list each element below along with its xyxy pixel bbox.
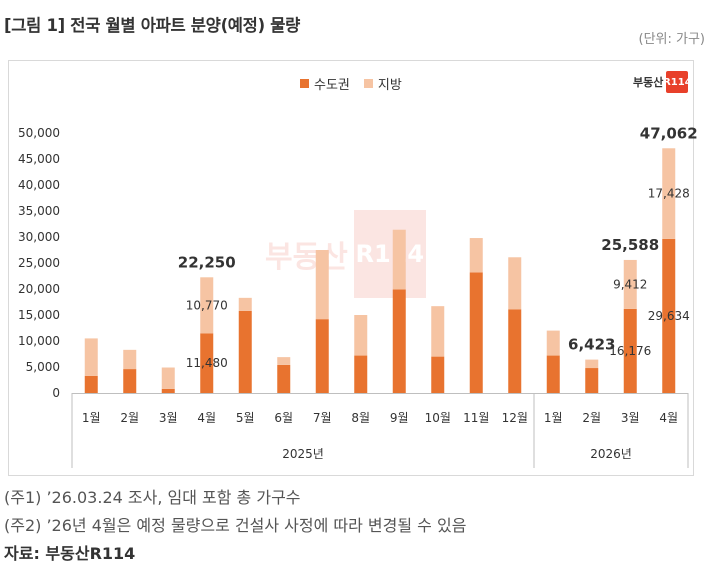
- y-tick-label: 30,000: [18, 230, 60, 244]
- x-tick-label: 6월: [274, 411, 293, 425]
- logo-text: 부동산: [633, 76, 664, 89]
- x-tick-label: 9월: [390, 411, 409, 425]
- bar-metro: [585, 368, 599, 393]
- x-tick-label: 4월: [197, 411, 216, 425]
- chart-frame: [8, 60, 694, 476]
- source-label: 자료: 부동산R114: [4, 544, 136, 563]
- year-group-label: 2026년: [590, 447, 632, 461]
- segment-value-label: 17,428: [648, 187, 690, 201]
- legend-label-regional: 지방: [377, 78, 402, 93]
- bar-regional: [392, 229, 406, 290]
- bar-regional: [508, 257, 522, 310]
- bar-metro: [469, 272, 483, 393]
- bar-metro: [546, 355, 560, 393]
- y-tick-label: 40,000: [18, 178, 60, 192]
- bar-regional: [315, 250, 329, 320]
- logo-badge: R114: [663, 71, 692, 93]
- watermark-badge: R114: [353, 210, 426, 298]
- legend-swatch-metro: [300, 79, 309, 88]
- bar-regional: [354, 315, 368, 356]
- y-tick-label: 10,000: [18, 334, 60, 348]
- note-1: (주1) ’26.03.24 조사, 임대 포함 총 가구수: [4, 488, 301, 507]
- x-tick-label: 4월: [659, 411, 678, 425]
- x-tick-label: 11월: [463, 411, 489, 425]
- bar-metro: [200, 333, 214, 393]
- x-tick-label: 3월: [159, 411, 178, 425]
- bar-regional: [469, 238, 483, 273]
- unit-label: (단위: 가구): [638, 32, 706, 47]
- total-value-label: 22,250: [178, 253, 236, 271]
- legend-swatch-regional: [363, 79, 373, 88]
- y-tick-label: 20,000: [18, 282, 60, 296]
- watermark: 부동산 R114: [265, 210, 426, 298]
- bar-metro: [508, 309, 522, 393]
- bar-regional: [662, 148, 676, 239]
- legend: 수도권 지방: [300, 74, 402, 93]
- notes: (주1) ’26.03.24 조사, 임대 포함 총 가구수 (주2) ’26년…: [4, 484, 466, 568]
- x-tick-label: 1월: [82, 411, 101, 425]
- bar-metro: [662, 238, 676, 393]
- segment-value-label: 9,412: [613, 277, 647, 291]
- bar-regional: [546, 330, 560, 356]
- watermark-text: 부동산: [265, 240, 348, 275]
- legend-item-regional: 지방: [363, 74, 402, 93]
- bar-metro: [623, 308, 637, 393]
- segment-value-label: 16,176: [609, 344, 651, 358]
- y-tick-label: 0: [52, 386, 60, 400]
- chart-title: [그림 1] 전국 월별 아파트 분양(예정) 물량: [4, 16, 301, 35]
- bar-metro: [84, 375, 98, 393]
- year-group-label: 2025년: [282, 447, 324, 461]
- bar-regional: [431, 306, 445, 357]
- x-tick-label: 7월: [313, 411, 332, 425]
- bar-regional: [238, 297, 252, 311]
- bar-metro: [123, 369, 137, 393]
- segment-value-label: 11,480: [186, 356, 228, 370]
- bar-regional: [200, 277, 214, 334]
- bar-metro: [354, 355, 368, 393]
- bar-metro: [315, 319, 329, 393]
- x-tick-label: 3월: [621, 411, 640, 425]
- x-tick-label: 8월: [351, 411, 370, 425]
- legend-label-metro: 수도권: [314, 78, 350, 93]
- total-value-label: 25,588: [601, 236, 659, 254]
- segment-value-label: 29,634: [648, 309, 690, 323]
- x-tick-label: 2월: [120, 411, 139, 425]
- y-tick-label: 15,000: [18, 308, 60, 322]
- bar-regional: [585, 359, 599, 369]
- x-tick-label: 10월: [425, 411, 451, 425]
- bar-metro: [392, 289, 406, 393]
- segment-value-label: 10,770: [186, 298, 228, 312]
- total-value-label: 47,062: [640, 124, 698, 142]
- x-tick-label: 1월: [544, 411, 563, 425]
- note-2: (주2) ’26년 4월은 예정 물량으로 건설사 사정에 따라 변경될 수 있…: [4, 516, 467, 535]
- bar-metro: [161, 388, 175, 393]
- bar-regional: [123, 349, 137, 370]
- x-tick-label: 5월: [236, 411, 255, 425]
- y-tick-label: 35,000: [18, 204, 60, 218]
- bar-regional: [84, 338, 98, 376]
- bar-regional: [623, 259, 637, 309]
- y-tick-label: 45,000: [18, 152, 60, 166]
- bar-regional: [277, 357, 291, 365]
- logo: 부동산 R114: [633, 71, 692, 93]
- bar-metro: [431, 356, 445, 393]
- total-value-label: 6,423: [568, 336, 615, 354]
- bar-regional: [161, 367, 175, 389]
- x-tick-label: 2월: [582, 411, 601, 425]
- y-tick-label: 50,000: [18, 126, 60, 140]
- legend-item-metro: 수도권: [300, 74, 350, 93]
- x-tick-label: 12월: [502, 411, 528, 425]
- y-tick-label: 5,000: [26, 360, 60, 374]
- bar-metro: [277, 364, 291, 393]
- bar-metro: [238, 310, 252, 393]
- y-tick-label: 25,000: [18, 256, 60, 270]
